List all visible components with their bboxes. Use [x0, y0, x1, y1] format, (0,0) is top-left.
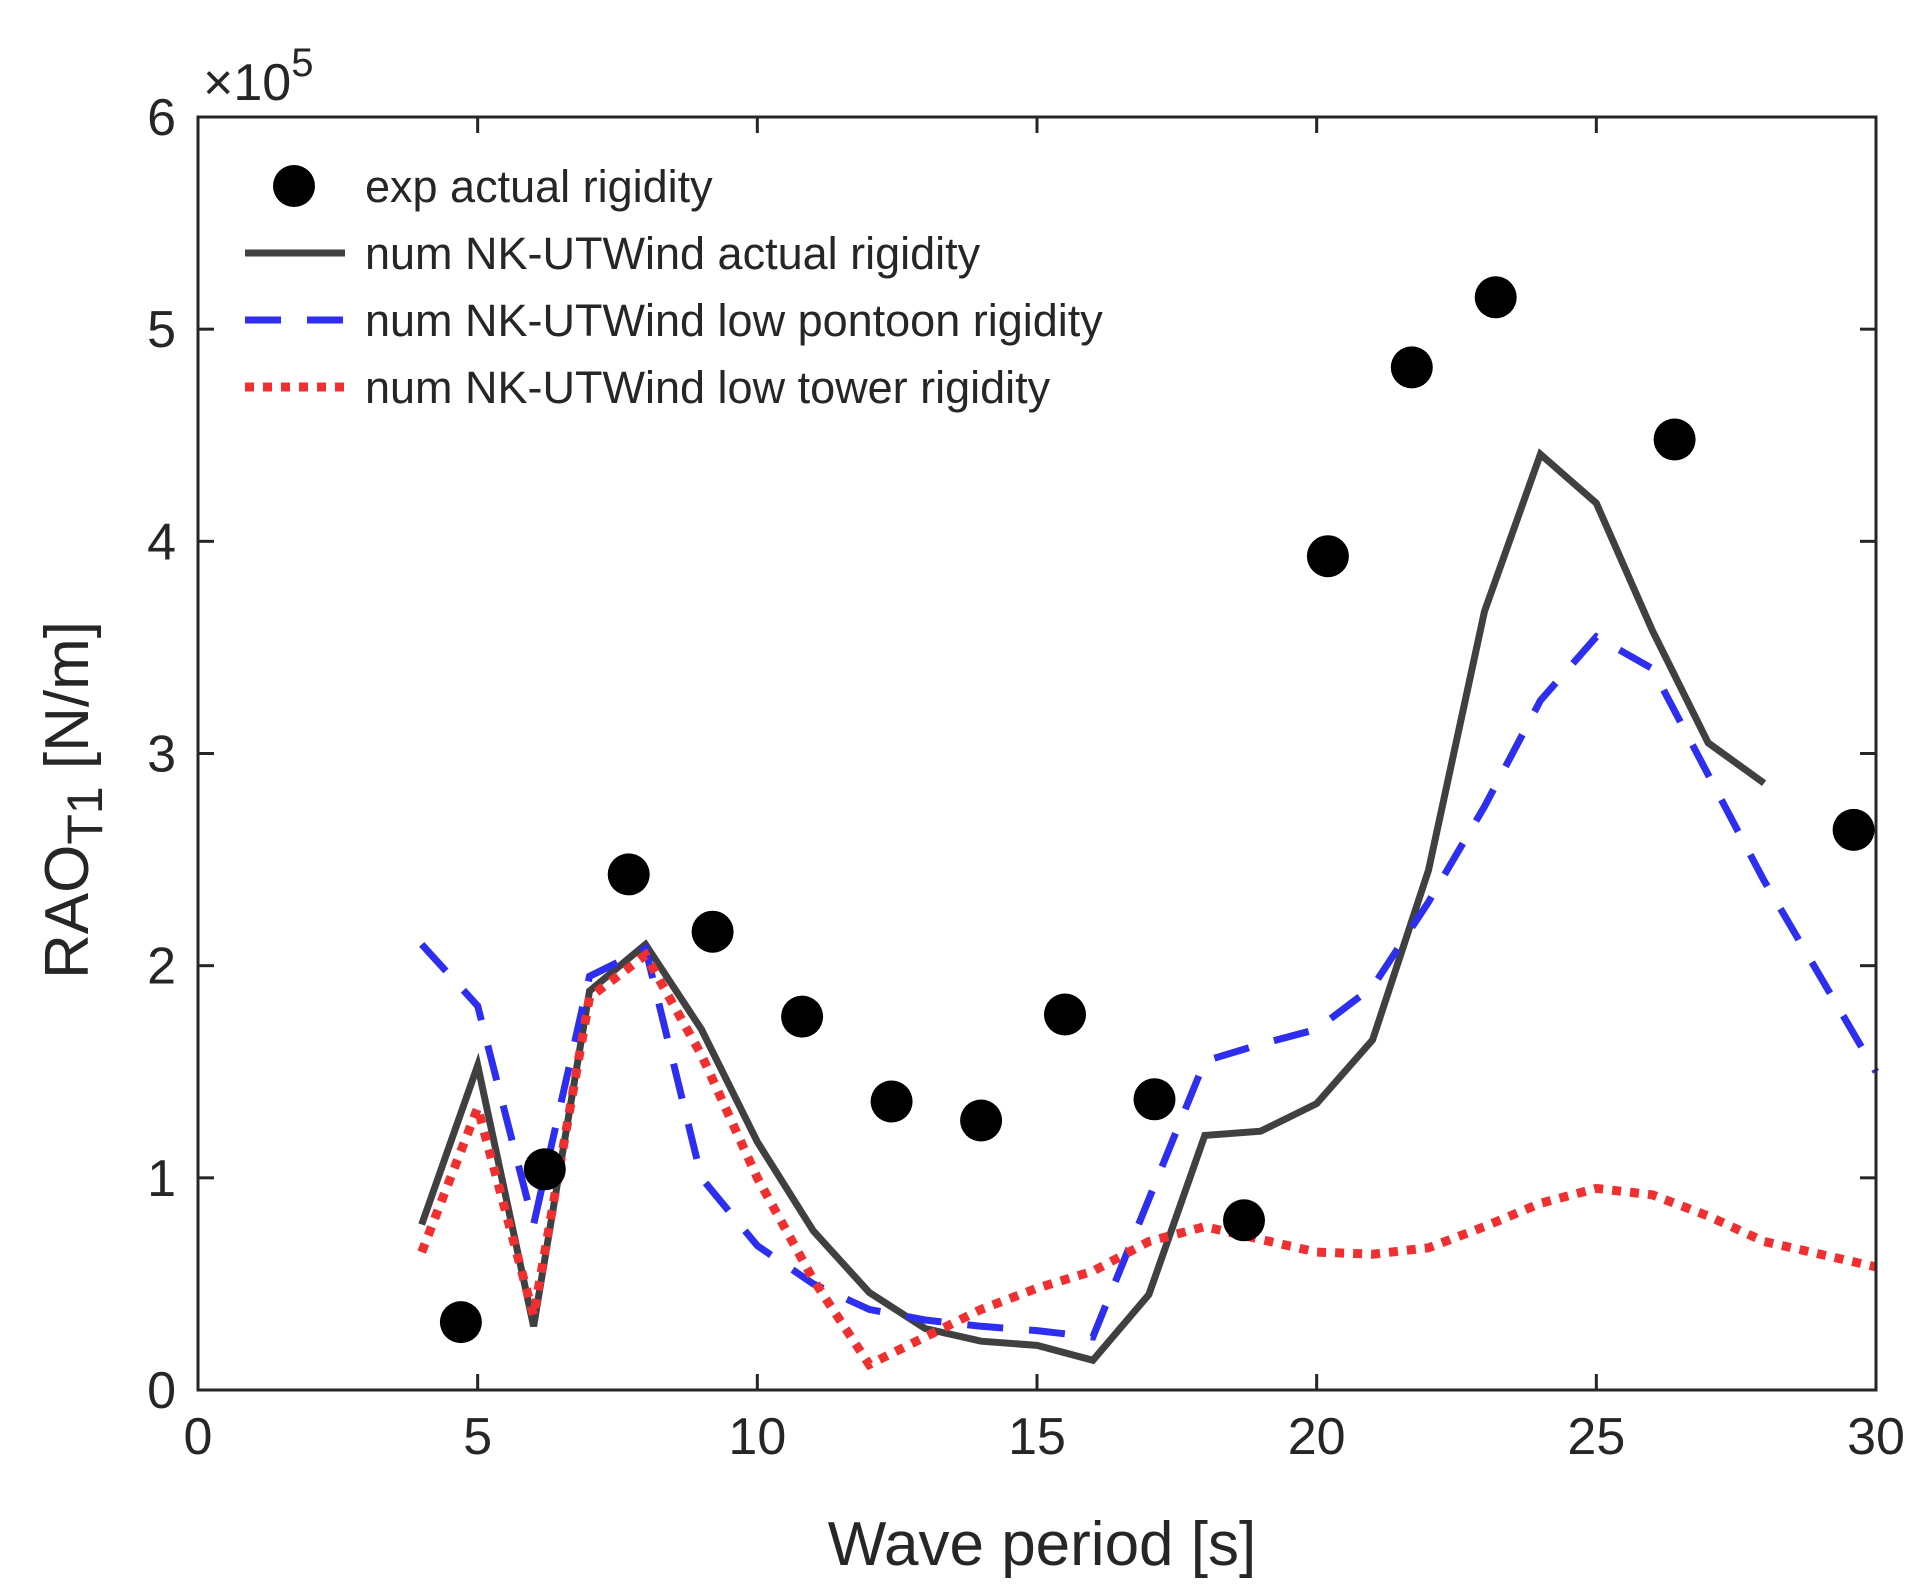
- y-tick-label: 2: [147, 938, 176, 996]
- series-line-1: [418, 448, 1767, 1365]
- x-tick-label: 0: [184, 1408, 213, 1466]
- data-point-5: [870, 1080, 913, 1123]
- legend-marker: [273, 165, 315, 207]
- data-point-8: [1133, 1078, 1176, 1121]
- y-ticks: 0 1 2 3 4 5 6: [147, 89, 1876, 1420]
- x-tick-label: 15: [1008, 1408, 1066, 1466]
- legend-label: num NK-UTWind low pontoon rigidity: [365, 295, 1103, 346]
- y-tick-label: 5: [147, 301, 176, 359]
- x-tick-label: 25: [1567, 1408, 1625, 1466]
- legend-label: exp actual rigidity: [365, 161, 713, 212]
- data-point-7: [1044, 993, 1086, 1036]
- data-point-13: [1653, 418, 1696, 461]
- legend-label: num NK-UTWind actual rigidity: [365, 228, 981, 279]
- x-tick-label: 5: [463, 1408, 492, 1466]
- y-tick-label: 0: [147, 1362, 176, 1420]
- y-axis-title-units: [N/m]: [33, 621, 102, 786]
- y-axis-title-main: RAO: [33, 845, 102, 979]
- data-point-4: [781, 995, 824, 1038]
- legend-entry-2: num NK-UTWind low pontoon rigidity: [245, 295, 1103, 346]
- data-point-6: [960, 1099, 1003, 1142]
- legend-entry-0: exp actual rigidity: [273, 161, 713, 212]
- x-ticks: 0 5 10 15 20 25 30: [184, 117, 1905, 1466]
- y-tick-label: 4: [147, 513, 176, 571]
- data-point-2: [607, 853, 650, 896]
- data-point-14: [1832, 808, 1875, 851]
- series-line-2: [419, 632, 1880, 1341]
- y-axis-title: RAOT1 [N/m]: [33, 621, 113, 979]
- data-point-3: [691, 910, 734, 953]
- y-tick-label: 6: [147, 89, 176, 147]
- data-point-12: [1474, 276, 1517, 319]
- data-point-9: [1223, 1199, 1265, 1242]
- legend-label: num NK-UTWind low tower rigidity: [365, 362, 1051, 413]
- x-tick-label: 10: [728, 1408, 786, 1466]
- series-line-3: [417, 948, 1877, 1371]
- series-markers: [439, 276, 1875, 1344]
- data-point-10: [1306, 535, 1349, 578]
- data-point-1: [523, 1148, 566, 1191]
- data-point-11: [1390, 346, 1433, 389]
- series-lines: [417, 448, 1880, 1371]
- x-axis-title: Wave period [s]: [828, 1510, 1256, 1579]
- legend-entry-3: num NK-UTWind low tower rigidity: [245, 362, 1051, 413]
- y-tick-label: 1: [147, 1150, 176, 1208]
- y-axis-exponent: ×105: [203, 41, 313, 112]
- data-point-0: [439, 1301, 482, 1344]
- y-axis-title-subscript: T1: [57, 786, 113, 844]
- legend-entry-1: num NK-UTWind actual rigidity: [245, 228, 981, 279]
- legend: exp actual rigidity num NK-UTWind actual …: [245, 161, 1103, 413]
- x-tick-label: 20: [1288, 1408, 1346, 1466]
- plot-area: [198, 117, 1876, 1390]
- y-exponent-prefix: ×10: [203, 54, 291, 112]
- plot-area-background: [198, 117, 1876, 1390]
- y-exponent-power: 5: [291, 41, 313, 85]
- y-tick-label: 3: [147, 726, 176, 784]
- x-tick-label: 30: [1847, 1408, 1905, 1466]
